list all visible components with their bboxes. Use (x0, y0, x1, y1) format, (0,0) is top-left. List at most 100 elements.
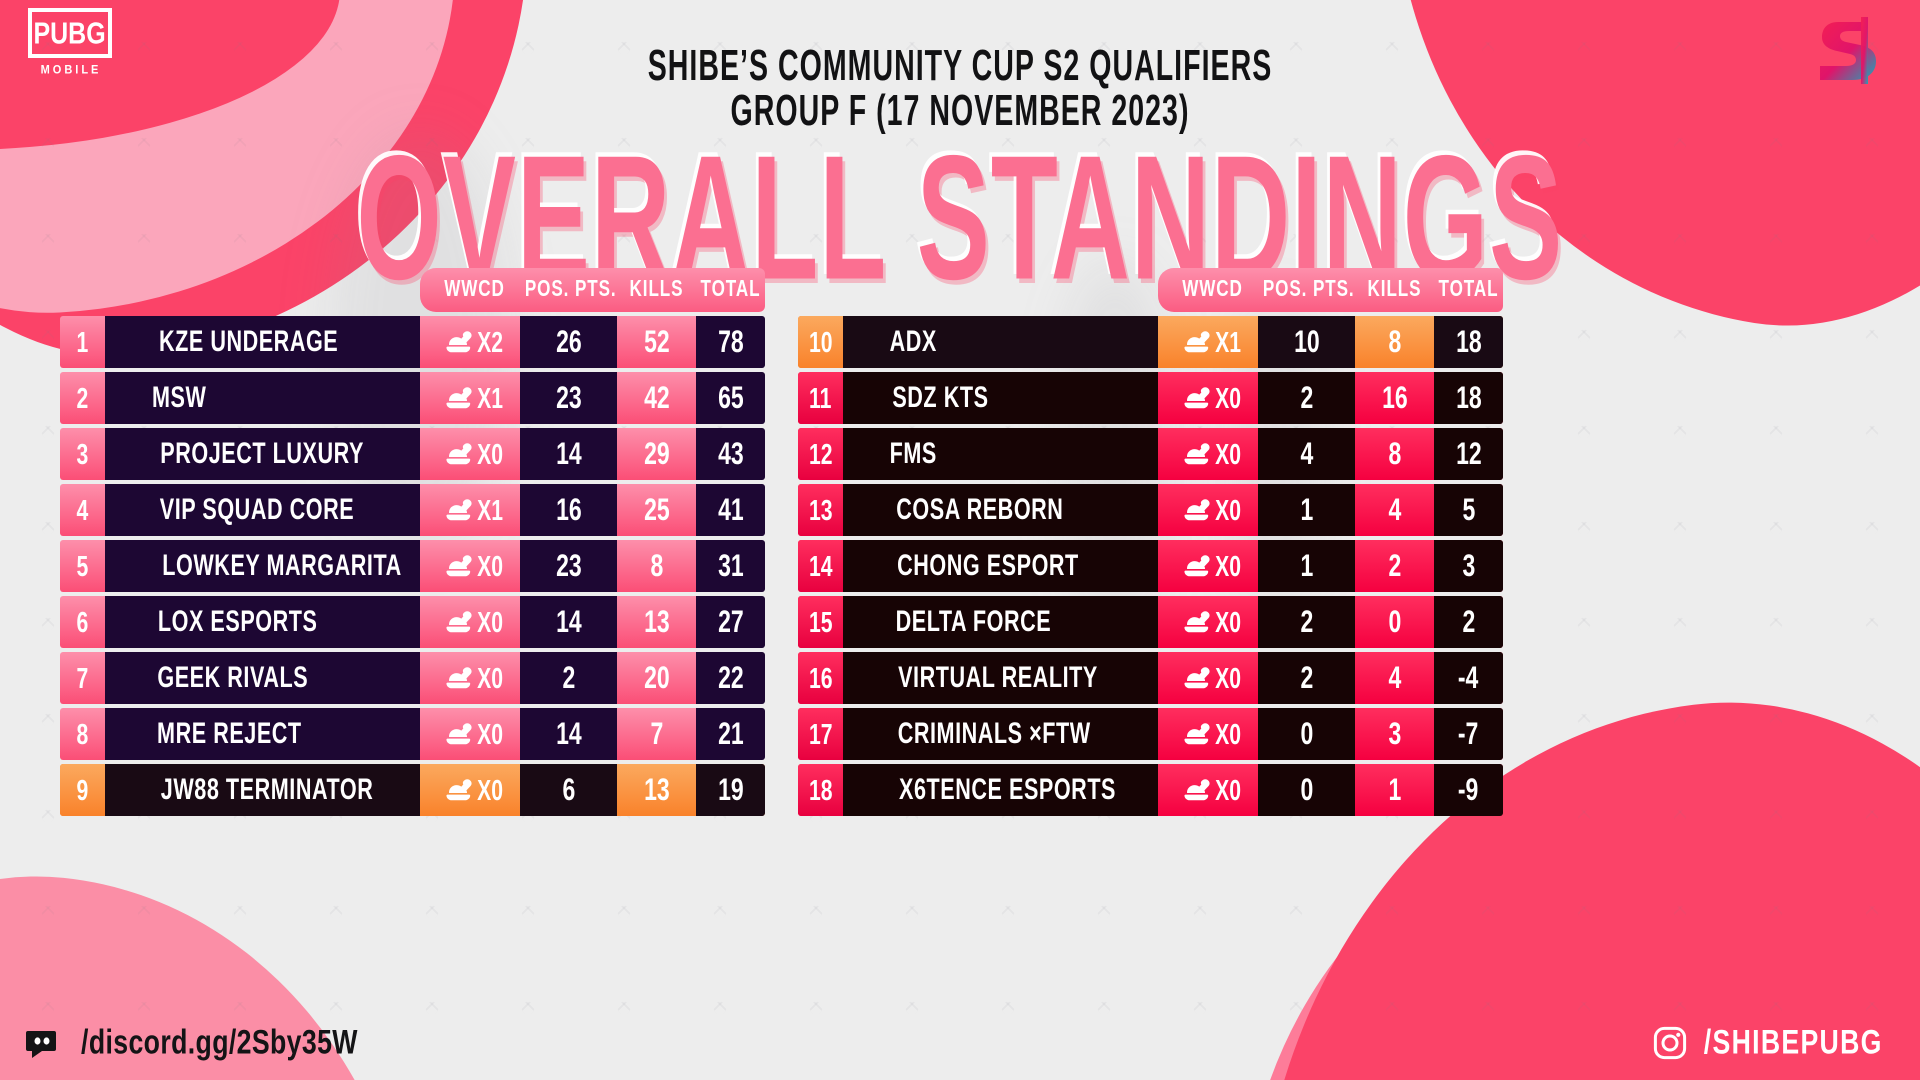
row-kills-cell: 7 (617, 708, 696, 760)
row-kills-cell: 3 (1355, 708, 1434, 760)
row-wwcd-cell: X0 (1158, 428, 1258, 480)
row-rank: 10 (798, 316, 843, 368)
chicken-dinner-icon (1184, 667, 1210, 689)
row-pos-pts-cell: 14 (520, 596, 617, 648)
row-wwcd-count: X0 (1215, 381, 1241, 414)
chicken-dinner-icon (446, 779, 472, 801)
row-rank: 12 (798, 428, 843, 480)
row-pos-pts-cell: 2 (1258, 652, 1355, 704)
row-wwcd-count: X0 (1215, 437, 1241, 470)
row-kills-cell: 42 (617, 372, 696, 424)
column-header-wwcd: WWCD (1182, 276, 1243, 303)
row-kills-cell: 20 (617, 652, 696, 704)
row-pos-pts-cell: 16 (520, 484, 617, 536)
row-wwcd-count: X1 (477, 381, 503, 414)
row-total-cell: 78 (696, 316, 765, 368)
row-total-cell: 43 (696, 428, 765, 480)
row-kills-cell: 8 (1355, 316, 1434, 368)
chicken-dinner-icon (446, 499, 472, 521)
row-rank: 8 (60, 708, 105, 760)
row-pos-pts-cell: 14 (520, 708, 617, 760)
row-wwcd-cell: X1 (420, 484, 520, 536)
row-kills-cell: 0 (1355, 596, 1434, 648)
row-rank: 9 (60, 764, 105, 816)
row-pos-pts-cell: 6 (520, 764, 617, 816)
table-header-left: WWCD POS. PTS. KILLS TOTAL (420, 268, 765, 312)
chicken-dinner-icon (1184, 555, 1210, 577)
row-team-name: CHONG ESPORT (843, 540, 1158, 592)
row-kills-cell: 8 (1355, 428, 1434, 480)
row-pos-pts-cell: 26 (520, 316, 617, 368)
table-row: 7 GEEK RIVALS X0 2 20 22 (60, 652, 765, 704)
chicken-dinner-icon (1184, 779, 1210, 801)
shibe-logo (1812, 14, 1886, 88)
row-total-cell: -4 (1434, 652, 1503, 704)
row-wwcd-cell: X1 (1158, 316, 1258, 368)
table-row: 13 COSA REBORN X0 1 4 5 (798, 484, 1503, 536)
row-team-name: VIRTUAL REALITY (843, 652, 1158, 704)
row-team-name: SDZ KTS (843, 372, 1158, 424)
row-wwcd-count: X0 (477, 661, 503, 694)
chicken-dinner-icon (1184, 443, 1210, 465)
column-header-pos-pts: POS. PTS. (1262, 276, 1355, 303)
row-team-name: CRIMINALS ×FTW (843, 708, 1158, 760)
title-block: SHIBE’S COMMUNITY CUP S2 QUALIFIERS GROU… (0, 42, 1920, 136)
row-total-cell: 18 (1434, 372, 1503, 424)
row-wwcd-cell: X0 (1158, 540, 1258, 592)
row-wwcd-cell: X0 (1158, 764, 1258, 816)
table-row: 12 FMS X0 4 8 12 (798, 428, 1503, 480)
row-team-name: KZE UNDERAGE (105, 316, 420, 368)
row-rank: 1 (60, 316, 105, 368)
table-row: 16 VIRTUAL REALITY X0 2 4 -4 (798, 652, 1503, 704)
row-team-name: FMS (843, 428, 1158, 480)
row-wwcd-count: X0 (477, 717, 503, 750)
chicken-dinner-icon (446, 667, 472, 689)
row-rank: 15 (798, 596, 843, 648)
row-team-name: JW88 TERMINATOR (105, 764, 420, 816)
row-rank: 13 (798, 484, 843, 536)
row-total-cell: 27 (696, 596, 765, 648)
discord-icon (26, 1030, 56, 1058)
row-total-cell: 2 (1434, 596, 1503, 648)
row-kills-cell: 29 (617, 428, 696, 480)
row-total-cell: -7 (1434, 708, 1503, 760)
chicken-dinner-icon (446, 611, 472, 633)
row-rank: 5 (60, 540, 105, 592)
chicken-dinner-icon (446, 555, 472, 577)
table-row: 14 CHONG ESPORT X0 1 2 3 (798, 540, 1503, 592)
row-pos-pts-cell: 23 (520, 372, 617, 424)
table-body-left: 1 KZE UNDERAGE X2 26 52 78 2 MSW X1 23 42 65 3 PROJEC… (60, 316, 765, 816)
table-row: 10 ADX X1 10 8 18 (798, 316, 1503, 368)
row-team-name: X6TENCE ESPORTS (843, 764, 1158, 816)
row-team-name: COSA REBORN (843, 484, 1158, 536)
row-kills-cell: 2 (1355, 540, 1434, 592)
row-wwcd-cell: X1 (420, 372, 520, 424)
row-kills-cell: 4 (1355, 652, 1434, 704)
pubg-logo-wordmark: PUBG (33, 15, 107, 51)
row-pos-pts-cell: 0 (1258, 708, 1355, 760)
row-rank: 17 (798, 708, 843, 760)
row-wwcd-count: X0 (1215, 661, 1241, 694)
chicken-dinner-icon (1184, 499, 1210, 521)
row-kills-cell: 1 (1355, 764, 1434, 816)
standings-table-left: WWCD POS. PTS. KILLS TOTAL 1 KZE UNDERAGE… (60, 268, 765, 816)
table-row: 4 VIP SQUAD CORE X1 16 25 41 (60, 484, 765, 536)
row-kills-cell: 4 (1355, 484, 1434, 536)
row-pos-pts-cell: 10 (1258, 316, 1355, 368)
discord-link[interactable]: /discord.gg/2Sby35W (26, 1024, 370, 1062)
row-wwcd-cell: X0 (1158, 708, 1258, 760)
row-kills-cell: 52 (617, 316, 696, 368)
row-wwcd-cell: X0 (420, 652, 520, 704)
table-row: 17 CRIMINALS ×FTW X0 0 3 -7 (798, 708, 1503, 760)
row-team-name: MSW (105, 372, 420, 424)
table-row: 18 X6TENCE ESPORTS X0 0 1 -9 (798, 764, 1503, 816)
row-team-name: LOX ESPORTS (105, 596, 420, 648)
chicken-dinner-icon (1184, 331, 1210, 353)
row-team-name: ADX (843, 316, 1158, 368)
instagram-link[interactable]: /SHIBEPUBG (1653, 1024, 1890, 1061)
page-title: OVERALL STANDINGS (0, 130, 1920, 307)
event-title-line-1: SHIBE’S COMMUNITY CUP S2 QUALIFIERS (647, 41, 1273, 91)
column-header-wwcd: WWCD (444, 276, 505, 303)
column-header-total: TOTAL (700, 276, 761, 303)
chicken-dinner-icon (446, 331, 472, 353)
